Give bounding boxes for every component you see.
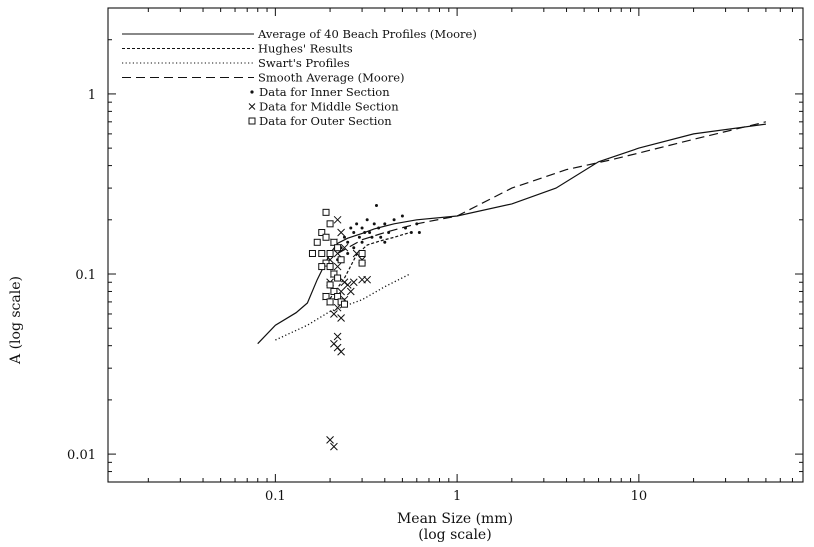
data-point-inner [372,222,376,226]
data-point-inner [415,222,419,226]
legend-label: Average of 40 Beach Profiles (Moore) [257,27,477,41]
data-point-inner [355,222,359,226]
data-point-outer [326,249,334,257]
data-point-outer [334,293,342,301]
data-point-inner [417,231,421,235]
data-point-inner [409,231,413,235]
data-point-middle [363,275,372,284]
data-point-outer [318,229,326,237]
data-point-inner [400,214,404,218]
data-point-middle [343,281,352,289]
data-point-middle [337,314,345,322]
data-point-outer [326,298,334,306]
data-point-outer [322,233,330,241]
data-point-inner [403,226,407,230]
data-point-inner [360,240,364,244]
series-3 [275,273,411,341]
data-point-outer [334,274,342,282]
plot-frame [107,7,804,483]
data-point-inner [346,251,350,255]
x-tick-label: 0.1 [265,489,286,504]
data-point-outer [334,244,342,252]
y-tick-label: 0.1 [75,268,96,283]
legend-label: Data for Outer Section [259,114,392,128]
data-point-outer [326,220,334,228]
series-7 [308,208,366,308]
data-point-middle [333,262,342,271]
legend-marker-dot [250,90,254,94]
y-tick-label: 0.01 [67,448,96,463]
data-point-outer [326,263,334,271]
data-point-inner [368,231,372,235]
x-tick-label: 10 [631,489,648,504]
data-point-outer [330,270,338,278]
data-point-inner [377,226,381,230]
data-point-inner [365,218,369,222]
data-point-inner [360,226,364,230]
data-point-inner [357,235,361,239]
data-point-outer [318,249,326,257]
data-point-middle [333,332,342,341]
legend-label: Data for Inner Section [259,85,390,99]
data-point-inner [352,246,356,250]
data-point-outer [337,256,345,264]
legend-label: Swart's Profiles [258,56,350,70]
data-point-inner [387,231,391,235]
series-1 [257,123,766,345]
data-point-outer [358,259,366,267]
legend: Average of 40 Beach Profiles (Moore)Hugh… [122,27,477,128]
data-point-outer [313,238,321,246]
y-axis-title: A (log scale) [8,276,24,365]
axis-ticks: 0.1 1 10 0.01 0.1 1 [67,7,804,504]
data-point-inner [342,235,346,239]
data-point-inner [374,204,378,208]
series-line [337,121,767,255]
data-point-outer [330,287,338,295]
data-point-middle [346,287,355,296]
data-point-outer [322,208,330,216]
data-point-inner [363,231,367,235]
data-point-middle [330,310,338,318]
series-5 [336,204,421,262]
legend-label: Smooth Average (Moore) [258,71,405,85]
legend-marker-x [248,103,256,110]
data-point-inner [379,235,383,239]
series-line [275,273,411,341]
x-tick-label: 1 [453,489,461,504]
legend-label: Data for Middle Section [259,100,399,114]
data-point-middle [349,278,358,287]
x-axis-subtitle: (log scale) [418,527,491,543]
data-point-middle [326,435,334,444]
data-point-outer [318,263,326,271]
series-line [257,123,766,345]
series-layer [257,121,767,451]
data-point-outer [308,249,316,257]
data-point-outer [326,281,334,289]
data-point-inner [392,218,396,222]
legend-marker-square [248,117,256,125]
series-line [329,231,411,299]
data-point-outer [322,293,330,301]
data-point-middle [337,228,345,237]
data-point-inner [383,222,387,226]
data-point-middle [337,347,345,356]
data-point-inner [349,226,353,230]
data-point-inner [383,240,387,244]
data-point-inner [370,235,374,239]
data-point-middle [333,215,342,224]
data-point-middle [340,243,349,252]
series-4 [337,121,767,255]
series-2 [329,231,411,299]
x-axis-title: Mean Size (mm) [397,511,513,527]
data-point-middle [330,442,338,451]
data-point-inner [352,231,356,235]
data-point-inner [346,240,350,244]
legend-label: Hughes' Results [258,42,353,56]
data-point-outer [358,249,366,257]
y-tick-label: 1 [88,88,96,103]
data-point-outer [340,300,348,308]
data-point-outer [330,238,338,246]
